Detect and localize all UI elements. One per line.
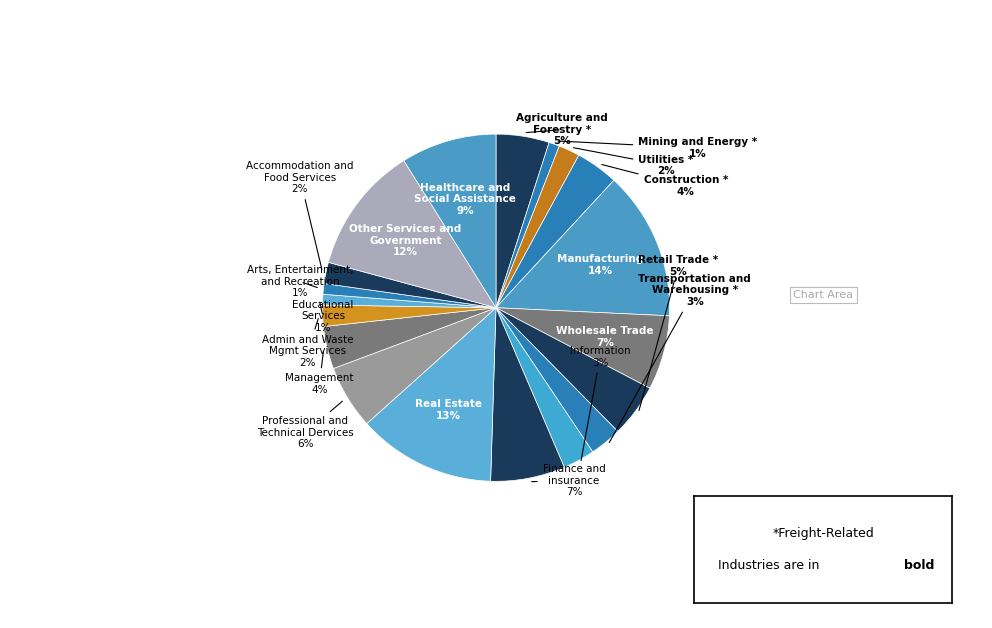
- Text: Manufacturing
14%: Manufacturing 14%: [558, 254, 644, 276]
- Text: Transportation and
Warehousing *
3%: Transportation and Warehousing * 3%: [609, 274, 751, 443]
- Text: Finance and
insurance
7%: Finance and insurance 7%: [532, 464, 605, 497]
- Wedge shape: [496, 308, 650, 431]
- Wedge shape: [367, 308, 496, 481]
- Wedge shape: [496, 134, 550, 308]
- Text: Admin and Waste
Mgmt Services
2%: Admin and Waste Mgmt Services 2%: [262, 318, 354, 368]
- Wedge shape: [496, 146, 579, 308]
- Text: *Freight-Related: *Freight-Related: [773, 527, 874, 540]
- Text: Other Services and
Government
12%: Other Services and Government 12%: [349, 224, 461, 257]
- Text: Arts, Entertainment,
and Recreation
1%: Arts, Entertainment, and Recreation 1%: [247, 265, 354, 298]
- Text: Utilities *
2%: Utilities * 2%: [573, 148, 693, 176]
- Wedge shape: [496, 155, 614, 308]
- Wedge shape: [496, 180, 670, 316]
- Wedge shape: [404, 134, 496, 308]
- Text: Agriculture and
Forestry *
5%: Agriculture and Forestry * 5%: [516, 113, 608, 146]
- Text: Chart Area: Chart Area: [794, 290, 853, 300]
- Wedge shape: [496, 308, 618, 452]
- Text: Mining and Energy *
1%: Mining and Energy * 1%: [558, 137, 758, 159]
- Text: Healthcare and
Social Assistance
9%: Healthcare and Social Assistance 9%: [414, 183, 516, 216]
- Text: Wholesale Trade
7%: Wholesale Trade 7%: [557, 327, 654, 348]
- Text: Construction *
4%: Construction * 4%: [602, 165, 728, 197]
- Wedge shape: [323, 308, 496, 369]
- Text: bold: bold: [904, 559, 934, 572]
- Wedge shape: [496, 143, 559, 308]
- Wedge shape: [491, 308, 564, 481]
- Wedge shape: [328, 161, 496, 308]
- Text: Educational
Services
1%: Educational Services 1%: [293, 300, 354, 333]
- Wedge shape: [324, 263, 496, 308]
- Wedge shape: [322, 305, 496, 327]
- Wedge shape: [322, 295, 496, 308]
- Wedge shape: [496, 308, 593, 467]
- Wedge shape: [333, 308, 496, 424]
- Text: Information
3%: Information 3%: [569, 346, 631, 460]
- Text: Professional and
Technical Dervices
6%: Professional and Technical Dervices 6%: [257, 401, 354, 449]
- Text: Accommodation and
Food Services
2%: Accommodation and Food Services 2%: [246, 161, 354, 269]
- Text: Management
4%: Management 4%: [285, 352, 354, 395]
- Text: Real Estate
13%: Real Estate 13%: [415, 399, 482, 421]
- Wedge shape: [496, 308, 670, 388]
- Text: Retail Trade *
5%: Retail Trade * 5%: [639, 255, 718, 411]
- Wedge shape: [323, 283, 496, 308]
- Text: Industries are in: Industries are in: [718, 559, 823, 572]
